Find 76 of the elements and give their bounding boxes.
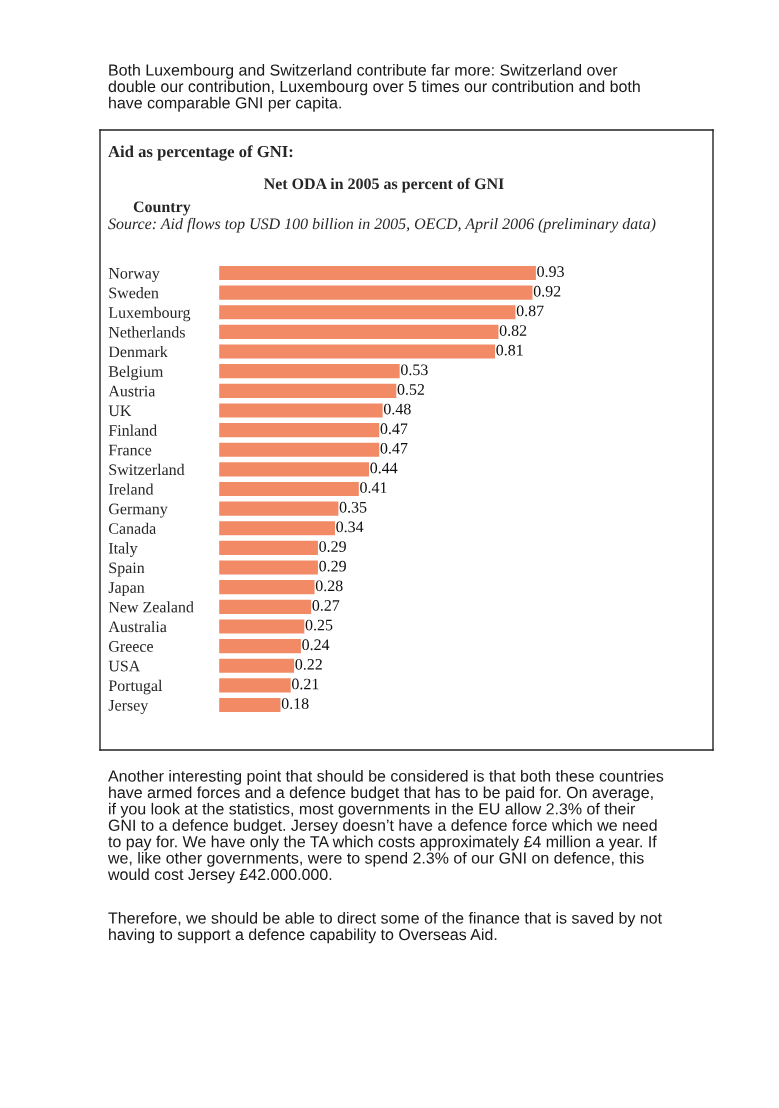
bar: [219, 265, 536, 281]
bar: [219, 324, 499, 339]
y-tick-label: Ireland: [108, 483, 154, 495]
text: Another interesting point that should be considered is that both these countries have armed forces and a defence budget that has to be paid for. On average, if you look at the statistics, most governments in the EU allow 2.3% of their GNI to a defence budget. Jersey doesn’t have a defence force which we need to pay for. We have only the TA which costs approximately £4 million a year. If we, like other governments, were to spend 2.3% of our GNI on defence, this would cost Jersey £42.000.000.: [107, 770, 664, 884]
bar: [219, 521, 335, 536]
y-tick-label: France: [108, 444, 152, 456]
data-label: 0.47: [380, 442, 408, 454]
bar: [219, 678, 291, 693]
data-label: 0.29: [319, 560, 346, 572]
bar: [219, 305, 516, 320]
y-axis-title: Country: [133, 201, 191, 216]
chart-title: Aid as percentage of GNI:: [108, 145, 293, 161]
bar: [219, 285, 533, 300]
bar: [219, 658, 295, 673]
data-label: 0.35: [339, 501, 367, 513]
bar: [219, 639, 301, 654]
text: Therefore, we should be able to direct some of the finance that is saved by not having to support a defence capability to Overseas Aid.: [108, 912, 662, 944]
data-label: 0.81: [496, 344, 523, 356]
bar: [219, 383, 397, 398]
chart-subtitle: Net ODA in 2005 as percent of GNI: [263, 177, 504, 193]
y-tick-label: USA: [108, 660, 141, 672]
data-label: 0.53: [400, 364, 428, 376]
data-label: 0.93: [537, 266, 564, 278]
data-label: 0.82: [499, 325, 527, 336]
y-tick-label: Portugal: [108, 679, 163, 695]
data-label: 0.18: [281, 698, 309, 710]
data-label: 0.47: [380, 423, 408, 435]
y-tick-label: Denmark: [108, 346, 168, 358]
y-tick-label: Norway: [108, 268, 160, 282]
bar: [219, 423, 380, 438]
y-tick-label: Austria: [108, 385, 156, 397]
bar: [219, 599, 312, 614]
y-tick-label: Luxembourg: [108, 306, 191, 322]
bar: [219, 344, 496, 359]
data-label: 0.87: [516, 305, 544, 317]
data-label: 0.44: [370, 462, 398, 474]
data-label: 0.34: [336, 521, 364, 533]
data-label: 0.92: [533, 285, 561, 297]
data-label: 0.21: [292, 678, 319, 690]
y-tick-label: Greece: [108, 641, 153, 652]
data-label: 0.41: [360, 482, 387, 494]
data-label: 0.48: [383, 403, 411, 415]
data-label: 0.52: [397, 384, 425, 395]
data-label: 0.22: [295, 658, 322, 670]
data-label: 0.25: [305, 619, 333, 631]
bar: [219, 540, 318, 555]
source-note: Source: Aid flows top USD 100 billion in 2005, OECD, April 2006 (preliminary data): [108, 217, 656, 233]
bar: [219, 462, 370, 477]
data-label: 0.27: [312, 600, 340, 611]
bar: [219, 481, 359, 497]
y-tick-label: Belgium: [108, 365, 164, 381]
data-label: 0.28: [315, 580, 343, 592]
y-tick-label: Germany: [108, 503, 168, 518]
y-tick-label: Japan: [108, 582, 145, 597]
y-tick-label: Finland: [108, 424, 157, 436]
bar: [219, 442, 380, 457]
data-label: 0.29: [319, 541, 346, 552]
bar: [219, 619, 305, 634]
y-tick-label: Sweden: [109, 287, 159, 299]
y-tick-label: Netherlands: [108, 326, 185, 338]
text: Both Luxembourg and Switzerland contribute far more: Switzerland over double our contribution, Luxembourg over 5 times our contribution and both have comparable GNI per capita.: [108, 64, 640, 112]
y-tick-label: Canada: [108, 522, 157, 534]
bar: [219, 697, 281, 713]
y-tick-label: UK: [108, 405, 132, 417]
y-tick-label: Jersey: [108, 700, 149, 714]
y-tick-label: Italy: [108, 542, 138, 557]
y-tick-label: New Zealand: [108, 601, 194, 613]
data-label: 0.24: [302, 639, 330, 651]
bar: [219, 580, 315, 595]
bar: [219, 560, 318, 575]
y-tick-label: Australia: [108, 620, 167, 633]
bar: [219, 501, 339, 516]
bar: [219, 403, 383, 418]
bar: [219, 364, 400, 379]
y-tick-label: Spain: [109, 562, 145, 577]
y-tick-label: Switzerland: [109, 463, 185, 476]
